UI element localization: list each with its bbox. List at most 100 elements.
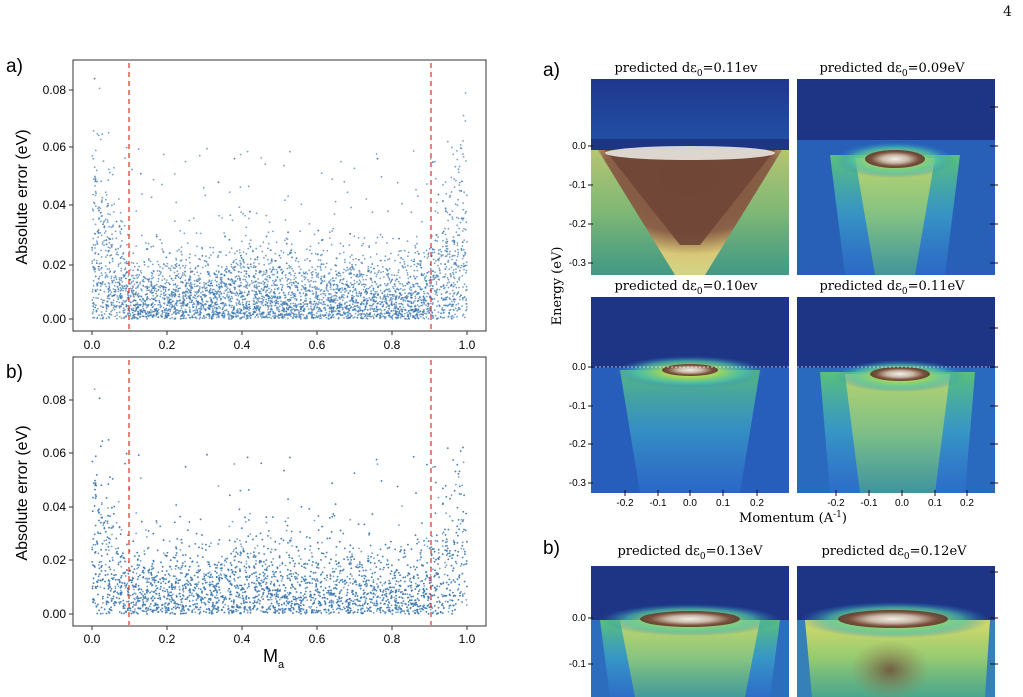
scatter-point [115,276,117,279]
scatter-point [308,311,310,314]
scatter-point [450,300,453,303]
scatter-point [242,307,245,309]
scatter-point [431,303,434,306]
scatter-point [242,251,245,253]
scatter-point [97,253,100,256]
scatter-point [310,305,312,308]
scatter-point [142,297,144,300]
scatter-point [448,213,451,216]
scatter-point [334,302,337,304]
scatter-point [383,276,385,278]
scatter-point [262,280,265,283]
scatter-point [140,288,143,291]
scatter-point [340,296,343,299]
scatter-point [429,276,432,279]
scatter-point [376,236,379,239]
scatter-point [332,280,334,282]
scatter-point [462,140,464,142]
scatter-point [371,296,374,299]
scatter-point [445,192,448,195]
scatter-point [376,157,379,160]
scatter-point [236,278,239,280]
scatter-point [238,307,241,310]
scatter-point [262,273,265,276]
scatter-point [102,299,104,302]
scatter-point [376,310,378,313]
scatter-point [419,288,422,291]
scatter-point [211,315,214,318]
scatter-point [390,310,393,313]
scatter-point [453,254,456,257]
scatter-point [382,303,385,306]
scatter-point [398,302,401,305]
scatter-point [386,293,389,296]
scatter-point [350,276,353,279]
scatter-point [458,165,461,168]
scatter-point [436,201,438,204]
scatter-point [459,221,462,224]
scatter-point [215,291,218,293]
scatter-point [377,302,379,304]
scatter-point [440,297,443,300]
scatter-point [432,302,434,304]
scatter-point [243,308,245,311]
scatter-point [104,198,107,201]
scatter-point [458,234,461,237]
scatter-point [179,302,182,305]
scatter-point [261,313,264,316]
scatter-point [463,227,465,230]
scatter-point [363,283,366,286]
scatter-point [234,292,236,295]
scatter-point [454,165,457,168]
scatter-point [107,179,110,182]
scatter-point [283,310,286,313]
scatter-point [129,301,132,304]
scatter-point [204,289,207,292]
scatter-point [352,267,354,270]
scatter-point [92,178,95,180]
scatter-point [376,313,379,316]
scatter-point [165,293,167,296]
scatter-point [454,283,456,286]
scatter-point [298,265,301,268]
scatter-point [92,279,95,282]
scatter-point [224,297,227,299]
scatter-point [405,297,408,300]
scatter-point [462,153,464,156]
scatter-point [197,291,199,293]
scatter-point [389,316,392,318]
scatter-point [328,280,331,283]
scatter-point [357,306,360,309]
scatter-point [199,312,202,314]
scatter-point [136,286,139,289]
scatter-point [253,300,256,303]
scatter-point [452,276,455,278]
scatter-point [326,304,329,307]
scatter-point [449,303,451,305]
scatter-point [167,308,170,311]
scatter-point [120,288,123,290]
scatter-point [93,258,96,261]
scatter-point [303,303,306,306]
scatter-point [100,201,103,203]
scatter-point [303,308,306,311]
scatter-point [398,306,401,308]
scatter-point [243,266,246,269]
scatter-point [302,292,305,295]
scatter-point [197,280,199,283]
scatter-point [181,304,184,307]
scatter-point [194,309,196,311]
scatter-point [317,273,319,276]
scatter-point [265,269,268,272]
scatter-point [199,232,202,235]
scatter-point [353,316,356,318]
y-tick-label: 0.02 [43,258,67,272]
scatter-point [358,291,361,293]
scatter-point [122,289,124,292]
scatter-point [92,237,95,240]
scatter-point [245,280,248,283]
scatter-point [245,284,247,287]
scatter-point [164,282,167,285]
scatter-point [353,295,355,298]
scatter-point [170,293,173,296]
